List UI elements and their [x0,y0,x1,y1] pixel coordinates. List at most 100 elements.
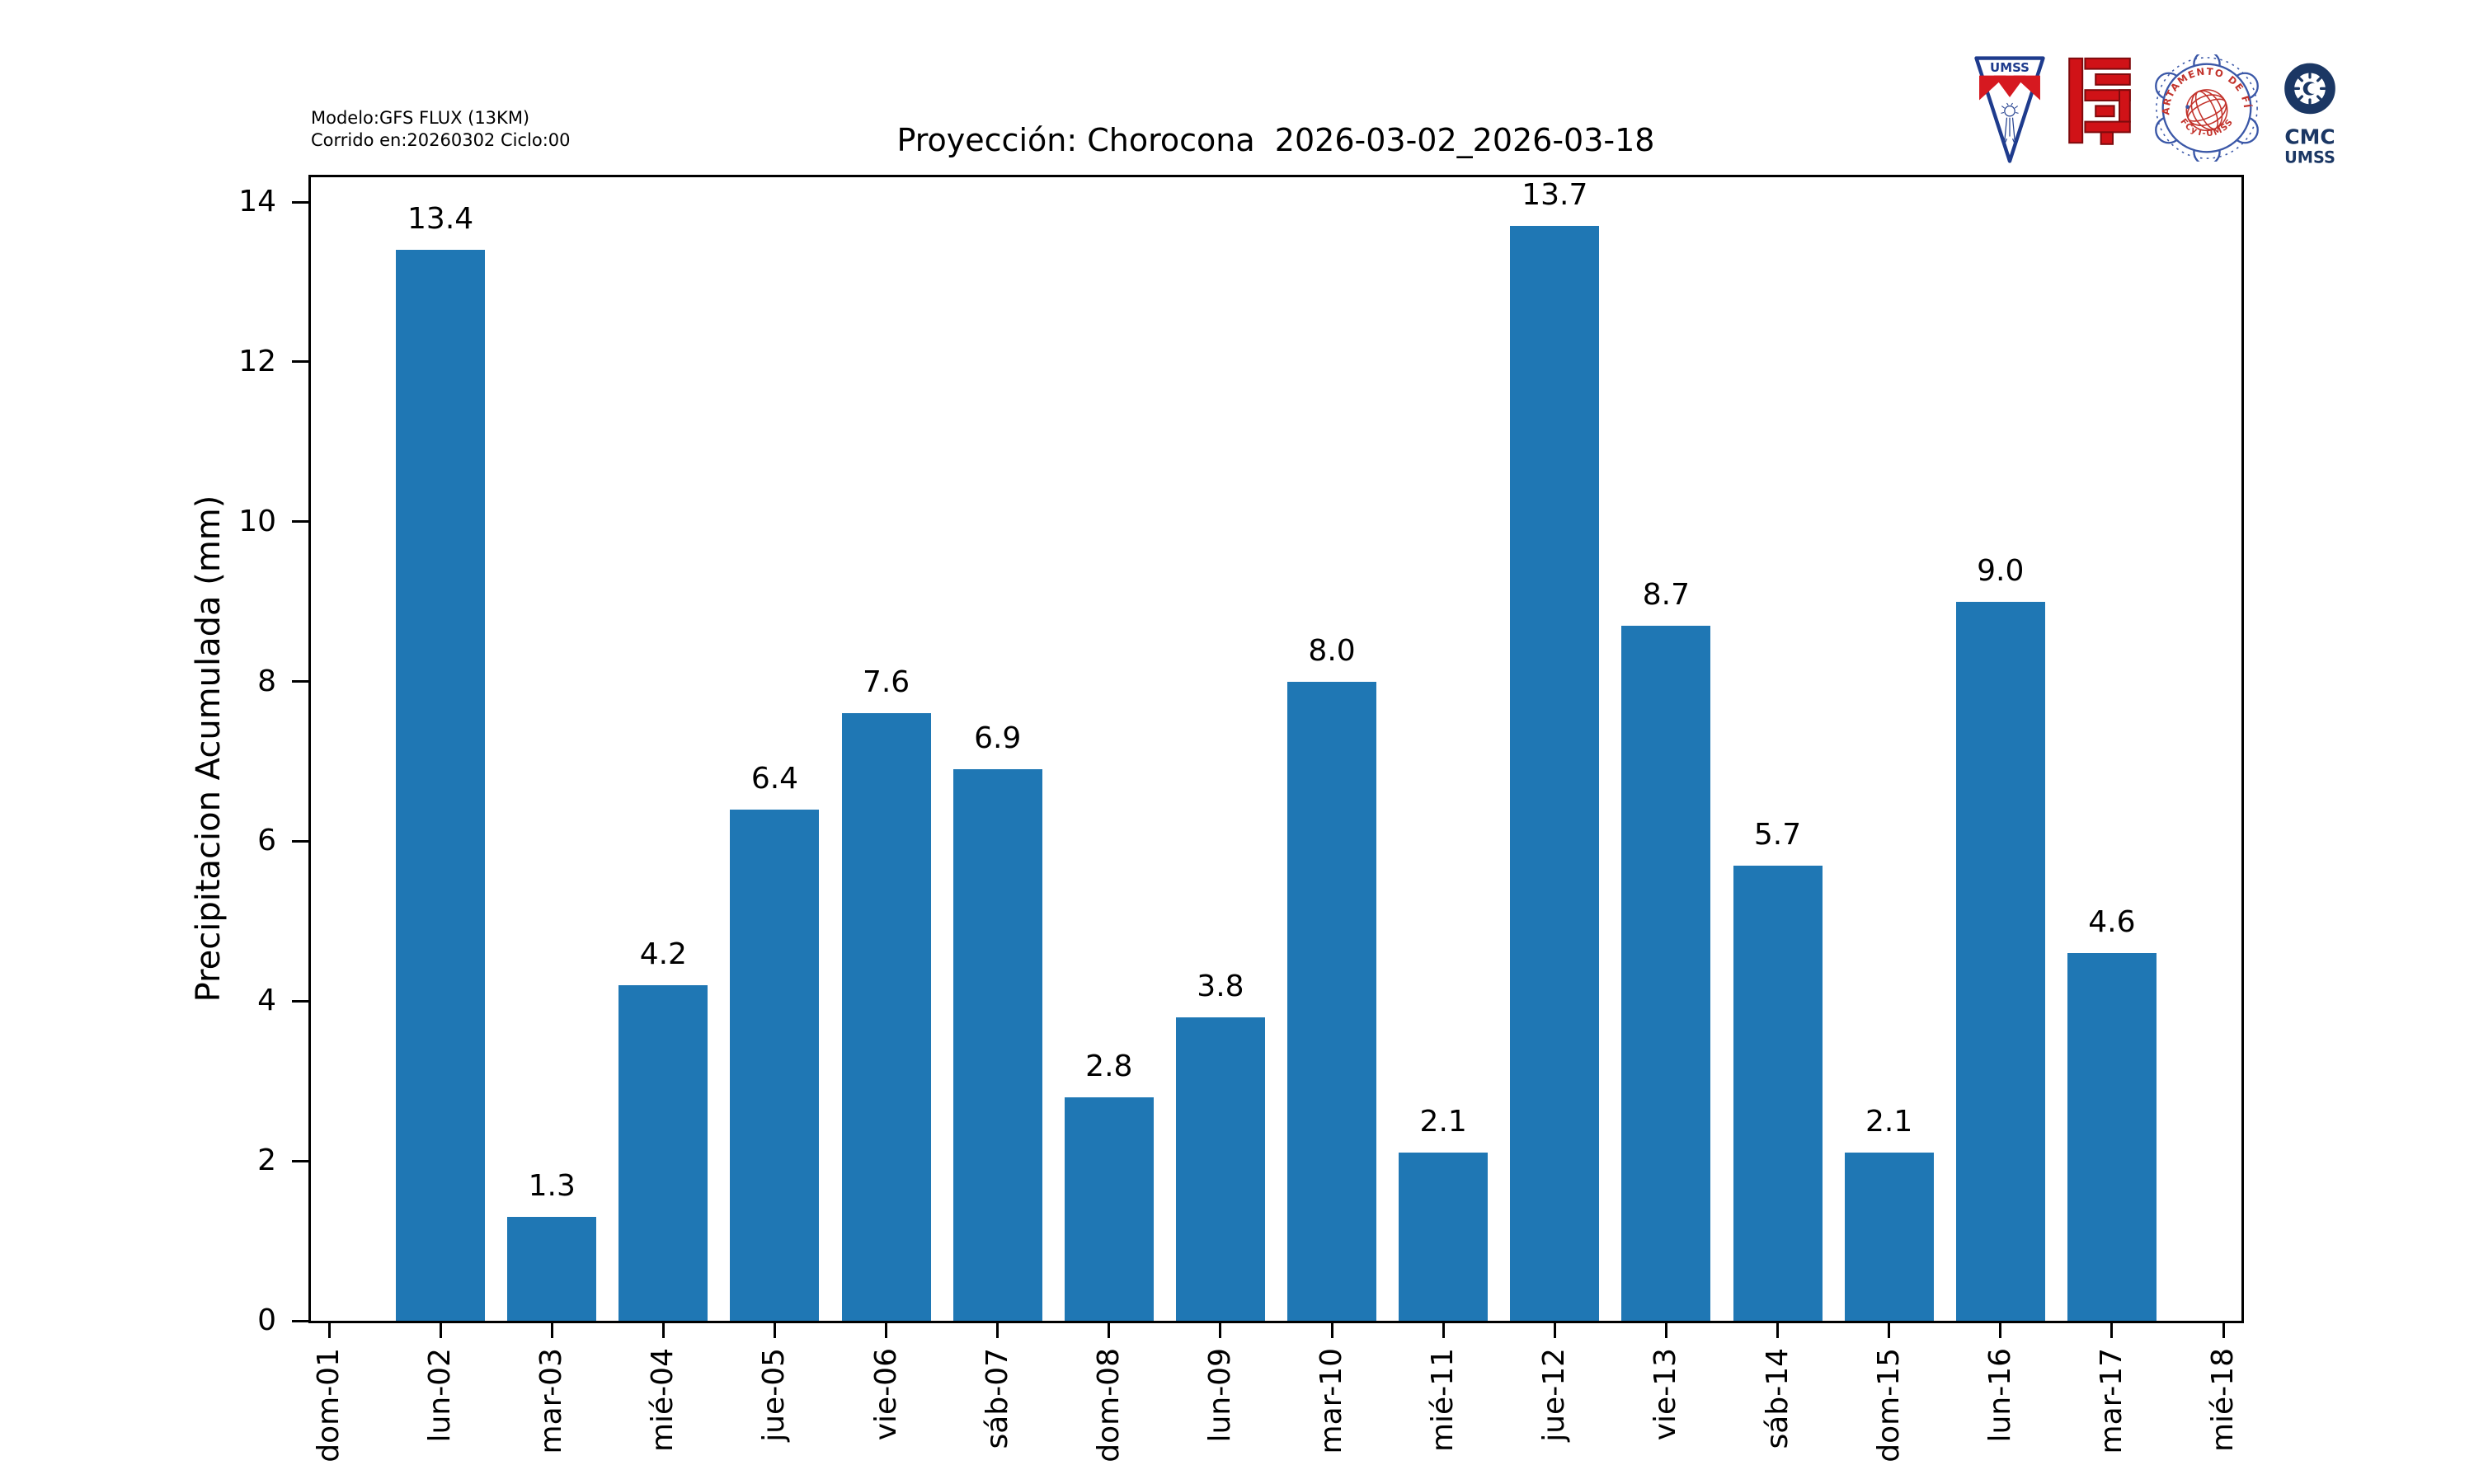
bar-value-label: 2.1 [1419,1105,1467,1139]
x-tick-label-text: lun-16 [1982,1348,2017,1443]
y-axis-label: Precipitacion Acumulada (mm) [190,495,228,1003]
x-tick [1888,1323,1891,1338]
x-tick-label-text: mié-11 [1426,1348,1460,1453]
plot-area: 0 2 4 6 8 10 12 14 dom-01 lun-02 13.4 mar-03 1.3 mié-… [238,175,2244,1463]
bar [396,250,486,1321]
x-tick-label-text: jue-12 [1537,1348,1572,1442]
bar [507,1216,597,1321]
x-tick [550,1323,553,1338]
bar-value-label: 9.0 [1977,553,2025,588]
x-tick [439,1323,442,1338]
x-tick-label-text: mar-03 [534,1348,569,1454]
bar-value-label: 8.7 [1642,577,1691,612]
bar [1064,1097,1154,1321]
x-tick [661,1323,665,1338]
bar-value-label: 3.8 [1197,969,1244,1003]
x-tick-label: jue-12 [1530,1348,1579,1442]
bar [618,984,708,1321]
bar [1175,1017,1265,1321]
x-tick [773,1323,776,1338]
bar [2067,953,2157,1321]
bar [1399,1153,1489,1321]
bar [1844,1153,1934,1321]
y-tick-label: 4 [257,984,276,1018]
x-tick-label-text: dom-15 [1871,1348,1906,1463]
x-tick [1999,1323,2002,1338]
x-tick-label: mié-11 [1418,1348,1468,1452]
x-tick-label: mar-03 [527,1348,576,1453]
x-tick-label: mar-17 [2087,1348,2137,1453]
x-tick-label: sáb-07 [973,1348,1023,1449]
x-tick-label-text: mié-04 [646,1348,680,1453]
x-tick [1330,1323,1333,1338]
umss-pennant-text: UMSS [1990,60,2030,75]
y-tick [292,1159,308,1162]
bar [841,713,931,1321]
x-tick-label: lun-02 [416,1348,465,1442]
x-tick [885,1323,888,1338]
x-tick-label-text: lun-02 [423,1348,458,1443]
fisica-seal-logo: DEPARTAMENTO DE FÍSICA FCyT-UMSS [2153,54,2259,162]
bar [730,809,820,1321]
x-tick-label-text: sáb-14 [1760,1348,1794,1449]
y-tick [292,200,308,204]
x-tick [1108,1323,1111,1338]
x-tick-label: lun-16 [1976,1348,2025,1442]
bar-value-label: 2.1 [1865,1105,1913,1139]
cmc-logo: CMC UMSS [2284,63,2335,167]
y-tick-label: 0 [257,1303,276,1337]
bar-value-label: 5.7 [1753,817,1802,852]
bar-value-label: 2.8 [1085,1049,1133,1083]
y-tick [292,360,308,364]
y-tick [292,520,308,524]
x-tick-label: dom-15 [1865,1348,1914,1463]
y-tick-label: 6 [257,824,276,858]
x-tick-label-text: mar-10 [1315,1348,1349,1454]
x-tick [1442,1323,1445,1338]
fcyt-red-maze-logo [2068,57,2131,145]
x-tick [327,1323,331,1338]
x-tick-label-text: jue-05 [757,1348,792,1442]
bar [1287,681,1377,1321]
y-tick-label: 10 [238,504,276,538]
x-tick-label: mié-18 [2199,1348,2248,1452]
x-tick [2110,1323,2114,1338]
model-line: Modelo:GFS FLUX (13KM) [311,108,530,128]
cmc-umss-text: UMSS [2284,148,2335,167]
chart-title: Proyección: Chorocona 2026-03-02_2026-03… [896,122,1655,158]
bar-value-label: 8.0 [1308,633,1356,668]
bar-value-label: 6.4 [750,761,799,796]
bar-value-label: 13.4 [407,202,474,237]
x-tick-label: dom-01 [304,1348,354,1463]
bar-value-label: 4.2 [639,937,687,971]
bar-value-label: 1.3 [528,1168,576,1203]
bar [952,769,1042,1321]
x-tick-label: vie-13 [1641,1348,1691,1440]
x-tick-label-text: dom-01 [312,1348,346,1463]
x-tick-label: jue-05 [750,1348,799,1442]
x-tick-label-text: vie-06 [868,1348,903,1441]
x-tick-label-text: sáb-07 [980,1348,1014,1449]
run-line: Corrido en:20260302 Ciclo:00 [311,130,571,151]
x-tick [1664,1323,1667,1338]
x-tick-label: sáb-14 [1753,1348,1803,1449]
umss-pennant-logo: UMSS [1974,56,2045,163]
x-tick [1219,1323,1222,1338]
x-tick-label-text: mié-18 [2206,1348,2240,1453]
x-tick-label-text: dom-08 [1091,1348,1126,1463]
bar-value-label: 13.7 [1522,178,1588,213]
y-tick [292,680,308,683]
y-tick-label: 2 [257,1144,276,1178]
cmc-text: CMC [2284,125,2335,149]
y-tick [292,999,308,1003]
x-tick-label-text: lun-09 [1202,1348,1237,1443]
logo-strip: UMSS [1973,54,2348,168]
x-tick [996,1323,999,1338]
bar [1733,865,1823,1321]
x-tick-label-text: mar-17 [2094,1348,2128,1454]
bar-value-label: 4.6 [2088,905,2136,940]
y-tick-label: 14 [238,185,276,219]
bar-value-label: 6.9 [974,721,1022,756]
x-tick-label: dom-08 [1084,1348,1134,1463]
x-tick [2222,1323,2225,1338]
